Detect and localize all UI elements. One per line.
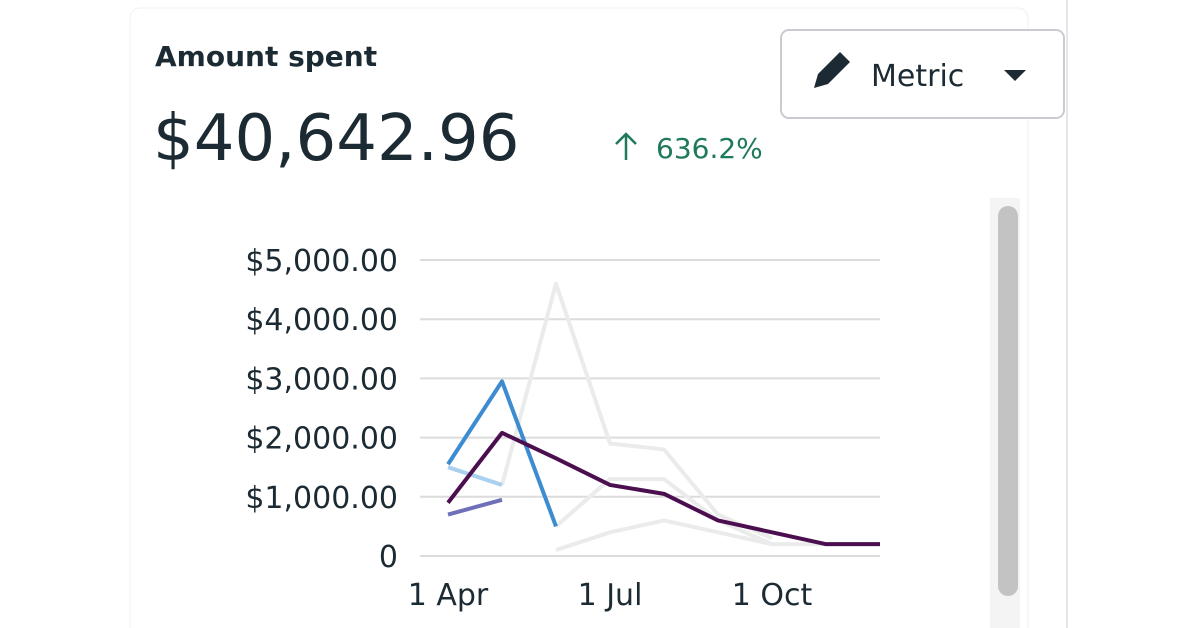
- button-label[interactable]: Metric: [871, 59, 964, 94]
- series-line: [446, 430, 880, 547]
- metric-title: Amount spent: [155, 40, 377, 73]
- caret-icon: [1004, 70, 1026, 81]
- y-tick-label: $1,000.00: [245, 481, 398, 516]
- x-tick-label: 1 Oct: [732, 578, 813, 613]
- button-frame[interactable]: [780, 29, 1065, 119]
- metric-button[interactable]: Metric: [780, 29, 1065, 119]
- x-tick-label: 1 Jul: [578, 578, 643, 613]
- metric-value: $40,642.96: [153, 102, 519, 176]
- series-line: [554, 477, 773, 546]
- series-line: [500, 281, 773, 541]
- y-tick-label: $3,000.00: [245, 362, 398, 397]
- pencil-icon: [814, 52, 850, 88]
- y-tick-label: $2,000.00: [245, 422, 398, 457]
- series-line: [446, 379, 558, 528]
- y-tick-label: 0: [379, 540, 398, 575]
- y-tick-label: $5,000.00: [245, 244, 398, 279]
- series-line: [447, 465, 503, 487]
- y-tick-label: $4,000.00: [245, 303, 398, 338]
- metric-change: 636.2%: [656, 132, 763, 165]
- scrollbar[interactable]: [998, 206, 1018, 596]
- card: [129, 7, 1029, 628]
- series-line: [447, 497, 503, 517]
- up-arrow: [615, 132, 637, 160]
- x-tick-label: 1 Apr: [408, 578, 489, 613]
